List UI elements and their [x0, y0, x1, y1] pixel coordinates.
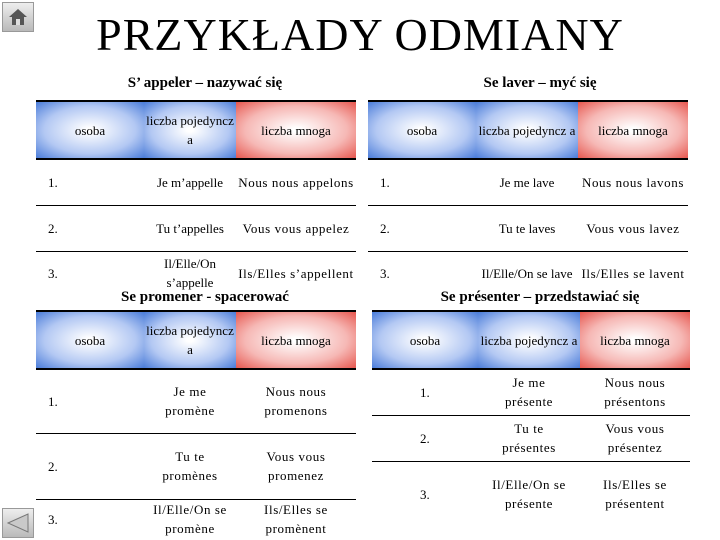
header-person: osoba	[36, 310, 144, 370]
singular-cell: Tu te laves	[476, 205, 578, 252]
conjugation-table-appeler: osoba liczba pojedyncz a liczba mnoga 1.…	[36, 100, 356, 295]
person-cell: 1.	[36, 369, 144, 434]
singular-cell: Tu te présentes	[478, 415, 580, 462]
person-cell: 3.	[380, 265, 390, 281]
person-cell: 3.	[48, 265, 58, 281]
table-row: 2. Tu te promènes Vous vous promenez	[36, 433, 356, 500]
plural-cell: Vous vous lavez	[578, 205, 688, 252]
singular-cell: Il/Elle/On se présente	[492, 477, 566, 512]
person-cell: 3.	[420, 486, 430, 502]
plural-cell: Ils/Elles s’appellent	[238, 265, 354, 281]
table-row: 1. Je me promène Nous nous promenons	[36, 369, 356, 434]
table-row: 3. Il/Elle/On se présente Ils/Elles se p…	[372, 461, 690, 527]
singular-cell: Je me présente	[478, 369, 580, 416]
conjugation-table-promener: osoba liczba pojedyncz a liczba mnoga 1.…	[36, 310, 356, 539]
header-singular: liczba pojedyncz a	[144, 100, 236, 160]
subtitle-appeler: S’ appeler – nazywać się	[127, 75, 283, 91]
header-singular: liczba pojedyncz a	[476, 100, 578, 160]
header-singular: liczba pojedyncz a	[478, 310, 580, 370]
header-singular: liczba pojedyncz a	[144, 310, 236, 370]
header-plural: liczba mnoga	[236, 100, 356, 160]
home-icon	[9, 9, 27, 25]
header-person: osoba	[372, 310, 478, 370]
person-cell: 1.	[372, 369, 478, 416]
header-plural: liczba mnoga	[236, 310, 356, 370]
table-row: 2. Tu te présentes Vous vous présentez	[372, 415, 690, 462]
singular-cell: Il/Elle/On se promène	[153, 502, 227, 537]
singular-cell: Tu t’appelles	[144, 205, 236, 252]
table-row: 1. Je me lave Nous nous lavons	[368, 159, 688, 206]
plural-cell: Vous vous présentez	[580, 415, 690, 462]
page-title: PRZYKŁADY ODMIANY	[96, 9, 624, 60]
header-plural: liczba mnoga	[578, 100, 688, 160]
singular-cell: Il/Elle/On se lave	[481, 265, 573, 281]
back-button[interactable]	[2, 508, 34, 538]
back-arrow-icon	[6, 513, 29, 533]
subtitle-laver: Se laver – myć się	[483, 75, 597, 91]
singular-cell: Je m’appelle	[144, 159, 236, 206]
conjugation-table-laver: osoba liczba pojedyncz a liczba mnoga 1.…	[368, 100, 688, 295]
plural-cell: Ils/Elles se promènent	[264, 502, 328, 537]
subtitle-presenter: Se présenter – przedstawiać się	[440, 289, 640, 305]
table-row: 3. Il/Elle/On se promène Ils/Elles se pr…	[36, 499, 356, 539]
table-row: 1. Je m’appelle Nous nous appelons	[36, 159, 356, 206]
plural-cell: Vous vous promenez	[236, 433, 356, 500]
table-row: 3. Il/Elle/On s’appelle Ils/Elles s’appe…	[36, 251, 356, 295]
plural-cell: Nous nous lavons	[578, 159, 688, 206]
singular-cell: Je me lave	[476, 159, 578, 206]
table-row: 2. Tu t’appelles Vous vous appelez	[36, 205, 356, 252]
plural-cell: Nous nous promenons	[236, 369, 356, 434]
singular-cell: Il/Elle/On s’appelle	[164, 256, 216, 291]
header-plural: liczba mnoga	[580, 310, 690, 370]
home-button[interactable]	[2, 2, 34, 32]
person-cell: 2.	[36, 433, 144, 500]
person-cell: 1.	[36, 159, 144, 206]
plural-cell: Ils/Elles se présentent	[603, 477, 667, 512]
table-row: 1. Je me présente Nous nous présentons	[372, 369, 690, 416]
plural-cell: Ils/Elles se lavent	[581, 265, 685, 281]
plural-cell: Nous nous présentons	[580, 369, 690, 416]
singular-cell: Je me promène	[144, 369, 236, 434]
plural-cell: Nous nous appelons	[236, 159, 356, 206]
conjugation-table-presenter: osoba liczba pojedyncz a liczba mnoga 1.…	[372, 310, 690, 527]
person-cell: 2.	[368, 205, 476, 252]
table-row: 3. Il/Elle/On se lave Ils/Elles se laven…	[368, 251, 688, 295]
singular-cell: Tu te promènes	[144, 433, 236, 500]
plural-cell: Vous vous appelez	[236, 205, 356, 252]
table-row: 2. Tu te laves Vous vous lavez	[368, 205, 688, 252]
person-cell: 2.	[372, 415, 478, 462]
header-person: osoba	[368, 100, 476, 160]
person-cell: 1.	[368, 159, 476, 206]
person-cell: 3.	[48, 511, 58, 527]
header-person: osoba	[36, 100, 144, 160]
person-cell: 2.	[36, 205, 144, 252]
subtitle-promener: Se promener - spacerować	[121, 289, 289, 305]
